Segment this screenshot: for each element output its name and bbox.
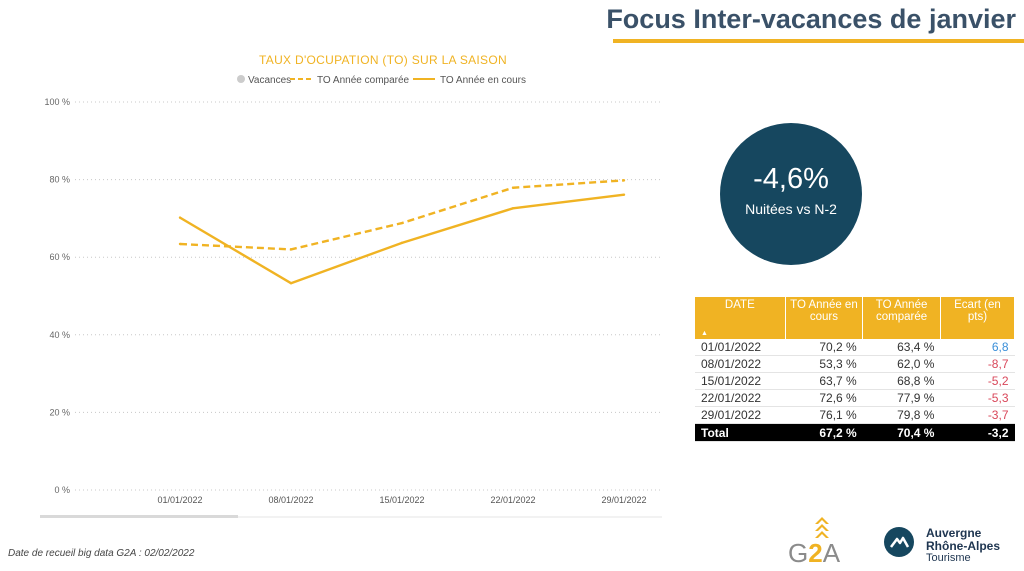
current-point xyxy=(622,193,626,196)
page-title: Focus Inter-vacances de janvier xyxy=(606,4,1016,34)
cell-date: 29/01/2022 xyxy=(695,406,786,424)
ara-line2: Rhône-Alpes xyxy=(926,539,1001,553)
cell-date: 15/01/2022 xyxy=(695,372,786,390)
cell-diff: -3,7 xyxy=(940,406,1015,424)
total-current: 67,2 % xyxy=(785,423,863,442)
current-point xyxy=(400,241,404,245)
data-source-note: Date de recueil big data G2A : 02/02/202… xyxy=(8,548,195,559)
y-tick-label: 40 % xyxy=(49,330,70,340)
column-header-current[interactable]: TO Année en cours xyxy=(785,297,864,339)
compared-point xyxy=(400,221,404,225)
g2a-letter-a: A xyxy=(822,538,841,568)
x-tick-label: 01/01/2022 xyxy=(157,495,202,505)
table-row: 15/01/2022 63,7 % 68,8 % -5,2 xyxy=(695,372,1015,390)
mountain-icon xyxy=(884,527,914,557)
total-compared: 70,4 % xyxy=(862,423,941,442)
column-header-diff[interactable]: Ecart (en pts) xyxy=(940,297,1016,339)
current-point xyxy=(289,281,293,285)
cell-compared: 63,4 % xyxy=(862,339,941,356)
cell-current: 63,7 % xyxy=(785,372,863,390)
compared-point xyxy=(289,248,293,251)
table-row: 08/01/2022 53,3 % 62,0 % -8,7 xyxy=(695,355,1015,373)
table-header-row: DATE ▲ TO Année en cours TO Année compar… xyxy=(695,297,1016,339)
x-tick-label: 15/01/2022 xyxy=(379,495,424,505)
current-point xyxy=(511,207,515,210)
cell-diff: 6,8 xyxy=(940,339,1015,356)
cell-diff: -5,3 xyxy=(940,389,1015,407)
x-tick-label: 29/01/2022 xyxy=(601,495,646,505)
total-label: Total xyxy=(695,423,786,442)
compared-point xyxy=(622,179,626,182)
kpi-value: -4,6% xyxy=(753,163,829,195)
table-total-row: Total 67,2 % 70,4 % -3,2 xyxy=(695,423,1015,442)
kpi-label: Nuitées vs N-2 xyxy=(745,201,837,217)
table-row: 22/01/2022 72,6 % 77,9 % -5,3 xyxy=(695,389,1015,407)
cell-diff: -5,2 xyxy=(940,372,1015,390)
cell-date: 08/01/2022 xyxy=(695,355,786,373)
g2a-letter-g: G xyxy=(788,538,809,568)
column-header-date[interactable]: DATE ▲ xyxy=(695,297,786,339)
cell-compared: 62,0 % xyxy=(862,355,941,373)
g2a-wordmark: G2A xyxy=(788,538,840,569)
chevron-up-icon xyxy=(815,517,829,538)
cell-current: 53,3 % xyxy=(785,355,863,373)
g2a-logo: G2A xyxy=(788,516,858,569)
column-header-label: DATE xyxy=(724,299,755,311)
column-header-compared[interactable]: TO Année comparée xyxy=(862,297,941,339)
auvergne-rhone-alpes-logo: Auvergne Rhône-Alpes Tourisme xyxy=(882,520,1022,568)
cell-current: 70,2 % xyxy=(785,339,863,356)
cell-compared: 77,9 % xyxy=(862,389,941,407)
legend-label: TO Année comparée xyxy=(317,75,410,86)
cell-current: 72,6 % xyxy=(785,389,863,407)
axis-scroll-thumb xyxy=(40,515,238,518)
x-tick-label: 22/01/2022 xyxy=(490,495,535,505)
legend-label: Vacances xyxy=(248,75,291,86)
y-tick-label: 60 % xyxy=(49,252,70,262)
kpi-card: -4,6% Nuitées vs N-2 xyxy=(720,123,862,265)
compared-point xyxy=(178,242,182,246)
current-point xyxy=(178,216,182,219)
table-row: 29/01/2022 76,1 % 79,8 % -3,7 xyxy=(695,406,1015,424)
table-row: 01/01/2022 70,2 % 63,4 % 6,8 xyxy=(695,339,1015,356)
title-underline xyxy=(613,39,1024,43)
cell-current: 76,1 % xyxy=(785,406,863,424)
ara-line1: Auvergne xyxy=(926,526,982,540)
occupancy-table: DATE ▲ TO Année en cours TO Année compar… xyxy=(695,297,1016,442)
legend-label: TO Année en cours xyxy=(440,75,526,86)
y-tick-label: 100 % xyxy=(44,97,70,107)
cell-compared: 79,8 % xyxy=(862,406,941,424)
cell-date: 22/01/2022 xyxy=(695,389,786,407)
occupancy-line-chart: TAUX D'OCUPATION (TO) SUR LA SAISON Vacan… xyxy=(40,53,662,518)
sort-ascending-icon[interactable]: ▲ xyxy=(701,330,708,337)
x-tick-label: 08/01/2022 xyxy=(268,495,313,505)
series-compared-line xyxy=(179,179,625,251)
y-tick-label: 80 % xyxy=(49,175,70,185)
total-diff: -3,2 xyxy=(940,423,1015,442)
legend-vacances-marker xyxy=(237,75,245,83)
cell-compared: 68,8 % xyxy=(862,372,941,390)
y-tick-label: 20 % xyxy=(49,407,70,417)
series-current-line xyxy=(179,193,625,285)
cell-date: 01/01/2022 xyxy=(695,339,786,356)
y-tick-label: 0 % xyxy=(54,485,70,495)
ara-line3: Tourisme xyxy=(926,552,971,564)
compared-point xyxy=(511,186,515,189)
chart-title: TAUX D'OCUPATION (TO) SUR LA SAISON xyxy=(259,53,507,67)
cell-diff: -8,7 xyxy=(940,355,1015,373)
g2a-letter-2: 2 xyxy=(808,538,823,568)
